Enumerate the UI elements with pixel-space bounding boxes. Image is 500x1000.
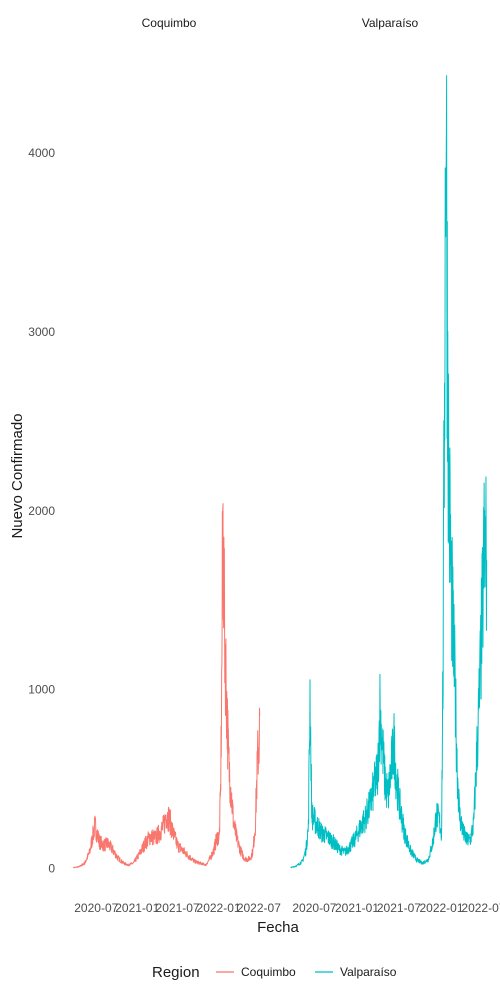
legend-entry: Valparaíso <box>315 965 397 979</box>
y-tick-label: 3000 <box>28 325 55 339</box>
facet-label: Coquimbo <box>142 16 197 30</box>
legend-title: Region <box>152 964 200 981</box>
legend-entry: Coquimbo <box>216 965 296 979</box>
y-tick-label: 4000 <box>28 146 55 160</box>
x-tick-label: 2022-07 <box>237 901 281 915</box>
x-tick-label: 2020-07 <box>292 901 336 915</box>
x-tick-label: 2022-07 <box>461 901 500 915</box>
x-tick-label: 2022-01 <box>419 901 463 915</box>
y-axis-title: Nuevo Confirmado <box>9 413 26 538</box>
series-line-coquimbo <box>72 503 261 869</box>
facet-label: Valparaíso <box>362 16 419 30</box>
series-line-valparaíso <box>290 75 488 869</box>
facet-panel-1: Valparaíso 2020-072021-012021-072022-0120… <box>290 16 500 915</box>
x-axis-title: Fecha <box>257 919 299 936</box>
x-tick-label: 2021-07 <box>377 901 421 915</box>
y-tick-label: 1000 <box>28 683 55 697</box>
y-tick-label: 0 <box>48 862 55 876</box>
x-tick-label: 2021-07 <box>156 901 200 915</box>
x-tick-label: 2022-01 <box>197 901 241 915</box>
y-axis: 0 1000 2000 3000 4000 <box>28 146 55 876</box>
legend-label: Valparaíso <box>340 965 397 979</box>
y-tick-label: 2000 <box>28 504 55 518</box>
x-tick-label: 2021-01 <box>335 901 379 915</box>
x-tick-label: 2020-07 <box>74 901 118 915</box>
x-tick-label: 2021-01 <box>115 901 159 915</box>
legend: Region Coquimbo Valparaíso <box>152 964 397 981</box>
legend-label: Coquimbo <box>241 965 296 979</box>
facet-panel-0: Coquimbo 2020-072021-012021-072022-012022… <box>72 16 281 915</box>
